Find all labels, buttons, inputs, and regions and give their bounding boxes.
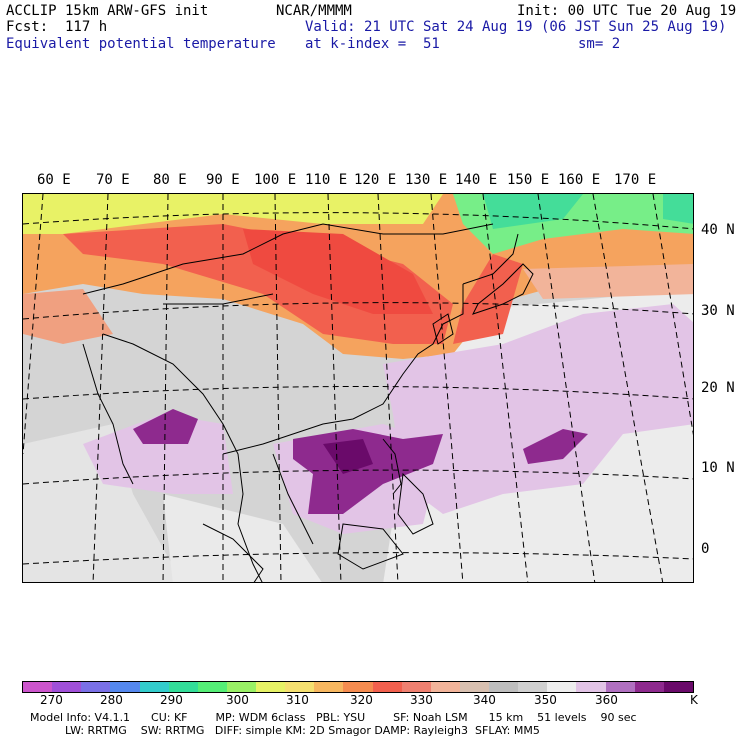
colorbar-swatch [634, 682, 664, 692]
colorbar [22, 681, 694, 693]
colorbar-swatch [168, 682, 198, 692]
lat-label: 0 [701, 541, 710, 557]
colorbar-swatch [256, 682, 286, 692]
smoothing-label: sm= 2 [578, 36, 621, 52]
lon-label: 90 E [206, 172, 240, 188]
colorbar-swatch [314, 682, 344, 692]
graticule [23, 194, 693, 582]
colorbar-swatch [81, 682, 111, 692]
colorbar-tick: 290 [160, 693, 183, 707]
colorbar-tick: 300 [226, 693, 249, 707]
lon-label: 160 E [558, 172, 601, 188]
forecast-hour: Fcst: 117 h [6, 19, 108, 35]
colorbar-swatch [489, 682, 519, 692]
colorbar-tick: 280 [100, 693, 123, 707]
colorbar-unit: K [690, 693, 698, 707]
colorbar-tick: 340 [473, 693, 496, 707]
colorbar-swatch [110, 682, 140, 692]
lat-label: 20 N [701, 380, 735, 396]
colorbar-swatch [663, 682, 693, 692]
lon-label: 110 E [305, 172, 348, 188]
lat-label: 10 N [701, 460, 735, 476]
lon-label: 60 E [37, 172, 71, 188]
colorbar-swatch [547, 682, 577, 692]
lon-label: 140 E [455, 172, 498, 188]
lon-label: 150 E [507, 172, 550, 188]
indian-ocean-field [23, 424, 182, 582]
colorbar-swatch [197, 682, 227, 692]
colorbar-swatch [226, 682, 256, 692]
center-label: NCAR/MMMM [276, 3, 352, 19]
theta-e-map [22, 193, 694, 583]
colorbar-swatch [285, 682, 315, 692]
colorbar-tick: 320 [350, 693, 373, 707]
colorbar-swatch [52, 682, 82, 692]
level-label: at k-index = 51 [305, 36, 440, 52]
model-info-line1: Model Info: V4.1.1 CU: KF MP: WDM 6class… [30, 711, 637, 724]
colorbar-swatch [430, 682, 460, 692]
lon-label: 80 E [153, 172, 187, 188]
colorbar-tick: 270 [40, 693, 63, 707]
colorbar-tick: 360 [595, 693, 618, 707]
valid-time: Valid: 21 UTC Sat 24 Aug 19 (06 JST Sun … [305, 19, 727, 35]
lon-label: 120 E [354, 172, 397, 188]
field-name: Equivalent potential temperature [6, 36, 276, 52]
lat-label: 30 N [701, 303, 735, 319]
colorbar-swatch [401, 682, 431, 692]
colorbar-swatch [576, 682, 606, 692]
colorbar-swatch [343, 682, 373, 692]
colorbar-swatch [372, 682, 402, 692]
colorbar-swatch [459, 682, 489, 692]
lon-label: 130 E [405, 172, 448, 188]
coastlines [82, 223, 534, 582]
model-title: ACCLIP 15km ARW-GFS init [6, 3, 209, 19]
lon-label: 100 E [254, 172, 297, 188]
colorbar-tick: 350 [534, 693, 557, 707]
map-canvas [23, 194, 693, 582]
model-info-line2: LW: RRTMG SW: RRTMG DIFF: simple KM: 2D … [30, 724, 540, 737]
colorbar-tick: 330 [410, 693, 433, 707]
colorbar-swatch [139, 682, 169, 692]
colorbar-tick: 310 [286, 693, 309, 707]
colorbar-swatch [518, 682, 548, 692]
moist-region [383, 304, 693, 514]
lon-label: 170 E [614, 172, 657, 188]
colorbar-swatch [23, 682, 53, 692]
lon-label: 70 E [96, 172, 130, 188]
init-time: Init: 00 UTC Tue 20 Aug 19 [517, 3, 737, 19]
lat-label: 40 N [701, 222, 735, 238]
colorbar-swatch [605, 682, 635, 692]
